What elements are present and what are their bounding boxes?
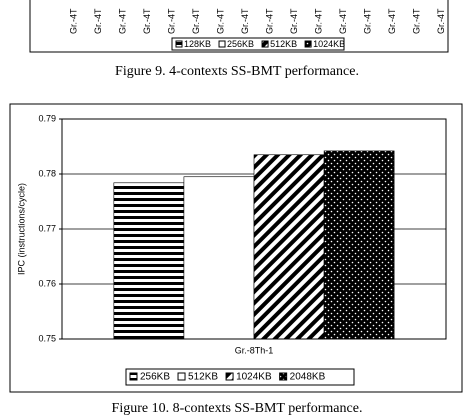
y-tick-label: 0.75 <box>38 333 56 343</box>
legend-swatch <box>304 40 312 48</box>
top-legend-box <box>171 37 345 51</box>
legend-label: 128KB <box>184 39 211 49</box>
x-tick-label: Gr.-4T <box>362 8 372 34</box>
x-tick-label: Gr.-4T <box>93 8 103 34</box>
bar <box>323 150 395 340</box>
y-tick-label: 0.77 <box>38 223 56 233</box>
y-tick-label: 0.78 <box>38 168 56 178</box>
caption: Figure 9. 4-contexts SS-BMT performance. <box>115 64 359 79</box>
x-tick-label: Gr.-4T <box>338 8 348 34</box>
legend-label: 512KB <box>270 39 297 49</box>
legend-label: 256KB <box>140 372 170 383</box>
legend-label: 512KB <box>188 372 218 383</box>
legend-label: 256KB <box>227 39 254 49</box>
legend-swatch <box>129 372 138 381</box>
legend-label: 2048KB <box>290 372 326 383</box>
top-figure-frame <box>29 0 449 53</box>
x-tick-label: Gr.-4T <box>436 8 446 34</box>
x-tick-label: Gr.-4T <box>166 8 176 34</box>
x-tick-label: Gr.-4T <box>387 8 397 34</box>
legend-label: 1024KB <box>236 372 272 383</box>
y-axis-label: IPC (instructions/cycle) <box>16 183 26 275</box>
x-tick-label: Gr.-8Th-1 <box>235 345 274 355</box>
x-tick-label: Gr.-4T <box>289 8 299 34</box>
plot-border <box>61 118 447 340</box>
x-tick-label: Gr.-4T <box>240 8 250 34</box>
legend-swatch <box>279 372 288 381</box>
legend-swatch <box>175 40 183 48</box>
legend-swatch <box>218 40 226 48</box>
bar <box>113 182 185 340</box>
bar <box>183 176 255 340</box>
x-tick-label: Gr.-4T <box>117 8 127 34</box>
y-tick-label: 0.79 <box>38 113 56 123</box>
x-tick-label: Gr.-4T <box>191 8 201 34</box>
x-tick-label: Gr.-4T <box>68 8 78 34</box>
legend-swatch <box>177 372 186 381</box>
x-tick-label: Gr.-4T <box>215 8 225 34</box>
x-tick-label: Gr.-4T <box>142 8 152 34</box>
y-tick-label: 0.76 <box>38 278 56 288</box>
legend-swatch <box>261 40 269 48</box>
caption: Figure 10. 8-contexts SS-BMT performance… <box>112 401 363 416</box>
x-tick-label: Gr.-4T <box>264 8 274 34</box>
x-tick-label: Gr.-4T <box>313 8 323 34</box>
bar <box>253 154 325 340</box>
legend-swatch <box>225 372 234 381</box>
legend-label: 1024KB <box>313 39 345 49</box>
x-tick-label: Gr.-4T <box>411 8 421 34</box>
